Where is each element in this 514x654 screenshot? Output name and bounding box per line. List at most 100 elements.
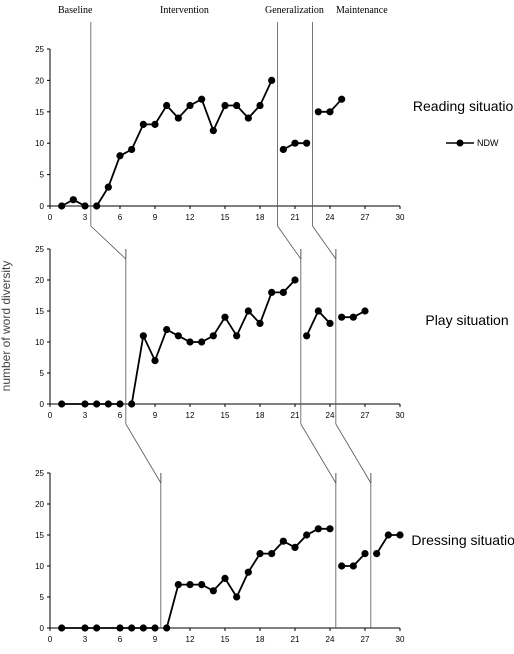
data-point [151, 357, 159, 365]
data-point [209, 127, 217, 135]
data-point [314, 525, 322, 533]
y-tick-label: 20 [35, 500, 44, 509]
data-point [361, 550, 369, 558]
x-tick-label: 3 [83, 411, 88, 420]
data-point [303, 531, 311, 539]
legend: NDW [446, 138, 499, 148]
data-point [93, 624, 101, 632]
y-tick-label: 10 [35, 338, 44, 347]
y-tick-label: 25 [35, 469, 44, 478]
data-point [174, 581, 182, 589]
data-point [151, 120, 159, 128]
data-point [198, 338, 206, 346]
x-tick-label: 27 [361, 635, 370, 644]
y-tick-label: 5 [40, 369, 45, 378]
phase-label-maintenance: Maintenance [336, 5, 388, 16]
data-point [338, 95, 346, 103]
play-situation-label: Play situation [425, 312, 508, 328]
data-point [349, 562, 357, 570]
data-point [303, 332, 311, 340]
x-tick-label: 21 [291, 411, 300, 420]
data-point [256, 550, 264, 558]
x-tick-label: 24 [326, 213, 335, 222]
data-point [163, 624, 171, 632]
phase-connector [312, 225, 337, 260]
x-tick-label: 30 [396, 213, 405, 222]
data-point [128, 400, 136, 408]
data-point [198, 95, 206, 103]
x-tick-label: 15 [221, 213, 230, 222]
data-point [93, 202, 101, 210]
data-point [81, 624, 89, 632]
data-point [209, 332, 217, 340]
phase-connector [277, 225, 302, 260]
x-tick-label: 12 [186, 635, 195, 644]
data-point [279, 537, 287, 545]
x-tick-label: 9 [153, 635, 158, 644]
data-point [174, 332, 182, 340]
x-tick-label: 15 [221, 411, 230, 420]
series-line-segment [130, 279, 296, 405]
x-tick-label: 21 [291, 213, 300, 222]
data-point [338, 313, 346, 321]
y-tick-label: 20 [35, 76, 44, 85]
data-point [326, 108, 334, 116]
data-point [326, 319, 334, 327]
data-point [291, 543, 299, 552]
data-point [244, 114, 252, 122]
x-tick-label: 12 [186, 411, 195, 420]
panel-3: 0 5 10 15 20 25 0 3 6 9 12 15 18 21 24 27 30 Dressing sit… [35, 469, 514, 644]
phase-connector [335, 423, 372, 484]
data-point [233, 332, 241, 340]
data-point [303, 139, 311, 147]
data-point [81, 202, 89, 210]
data-point [81, 400, 89, 408]
data-point [58, 400, 66, 408]
data-point [221, 313, 229, 321]
data-point [186, 338, 194, 346]
data-point [93, 400, 101, 408]
data-point [244, 568, 252, 576]
data-point [256, 101, 264, 110]
data-point [326, 525, 334, 533]
x-tick-label: 0 [48, 213, 53, 222]
data-point [174, 114, 182, 122]
y-tick-label: 10 [35, 139, 44, 148]
data-point [116, 152, 124, 160]
data-point [186, 101, 194, 110]
y-tick-label: 0 [40, 624, 45, 633]
x-tick-label: 30 [396, 411, 405, 420]
y-tick-label: 5 [40, 593, 45, 602]
data-point [116, 400, 124, 408]
series-line-segment [165, 527, 330, 629]
data-point [373, 550, 381, 558]
y-axis-label: number of word diversity [0, 261, 13, 392]
x-tick-label: 6 [118, 213, 123, 222]
x-tick-label: 27 [361, 411, 370, 420]
y-tick-label: 15 [35, 108, 44, 117]
data-point [244, 307, 252, 315]
x-tick-label: 15 [221, 635, 230, 644]
x-tick-label: 6 [118, 411, 123, 420]
data-point [151, 624, 159, 632]
data-point [268, 550, 276, 558]
data-point [58, 624, 66, 632]
x-tick-label: 3 [83, 213, 88, 222]
data-point [233, 593, 241, 601]
x-tick-label: 0 [48, 635, 53, 644]
data-point [139, 624, 147, 632]
data-point [268, 76, 276, 84]
data-point [163, 326, 171, 334]
data-point [104, 183, 112, 191]
phase-label-baseline: Baseline [58, 5, 93, 16]
series-line-segment [95, 80, 273, 207]
data-point [291, 139, 299, 147]
phase-label-generalization: Generalization [265, 5, 324, 16]
data-point [221, 574, 229, 583]
data-point [233, 101, 241, 110]
data-point [396, 531, 404, 539]
data-point [268, 288, 276, 296]
data-point [256, 319, 264, 327]
x-tick-label: 3 [83, 635, 88, 644]
